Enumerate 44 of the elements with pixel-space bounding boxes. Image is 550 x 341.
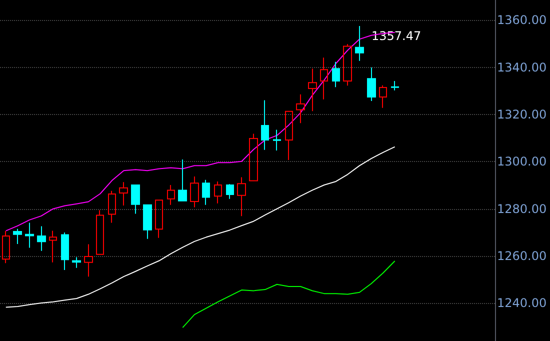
line-series <box>182 260 396 328</box>
y-tick-label: 1240.00 <box>497 296 547 310</box>
candlestick <box>61 232 69 270</box>
candlestick <box>108 190 116 224</box>
candlestick <box>343 44 352 86</box>
candlestick <box>261 100 269 150</box>
candlestick <box>84 244 93 278</box>
y-tick-label: 1300.00 <box>497 154 547 169</box>
y-tick-label: 1340.00 <box>497 60 547 74</box>
y-tick-label: 1280.00 <box>497 202 547 216</box>
candlestick <box>96 210 104 256</box>
candlestick <box>155 200 163 238</box>
candlestick <box>13 228 22 245</box>
candlestick <box>332 61 340 88</box>
candlestick <box>143 204 152 240</box>
candlestick <box>37 226 46 252</box>
candlestick <box>119 182 128 206</box>
candlestick <box>391 80 399 91</box>
candlestick <box>285 110 293 160</box>
candlestick <box>202 179 210 206</box>
candlestick <box>379 84 387 108</box>
candlestick <box>320 57 328 100</box>
candlestick <box>178 159 187 202</box>
y-tick-label: 1260.00 <box>497 249 547 264</box>
line-series <box>5 146 396 308</box>
candlestick <box>249 133 258 182</box>
candlestick <box>167 184 175 206</box>
candlestick <box>190 176 199 208</box>
candlestick <box>131 184 140 214</box>
candlestick <box>72 256 81 268</box>
candlestick <box>237 176 246 217</box>
candlestick <box>226 184 234 200</box>
y-tick-label: 1360.00 <box>497 13 547 28</box>
candlestick <box>25 222 34 248</box>
annotation: 1357.47 <box>371 29 422 44</box>
candlestick <box>2 230 10 264</box>
candlestick <box>367 66 376 102</box>
candlestick <box>355 26 364 62</box>
candlestick <box>214 180 222 204</box>
y-tick-label: 1320.00 <box>497 107 547 122</box>
candlestick <box>49 230 57 263</box>
candlestick <box>296 94 305 124</box>
candlestick <box>273 129 281 152</box>
candlestick <box>308 68 317 112</box>
